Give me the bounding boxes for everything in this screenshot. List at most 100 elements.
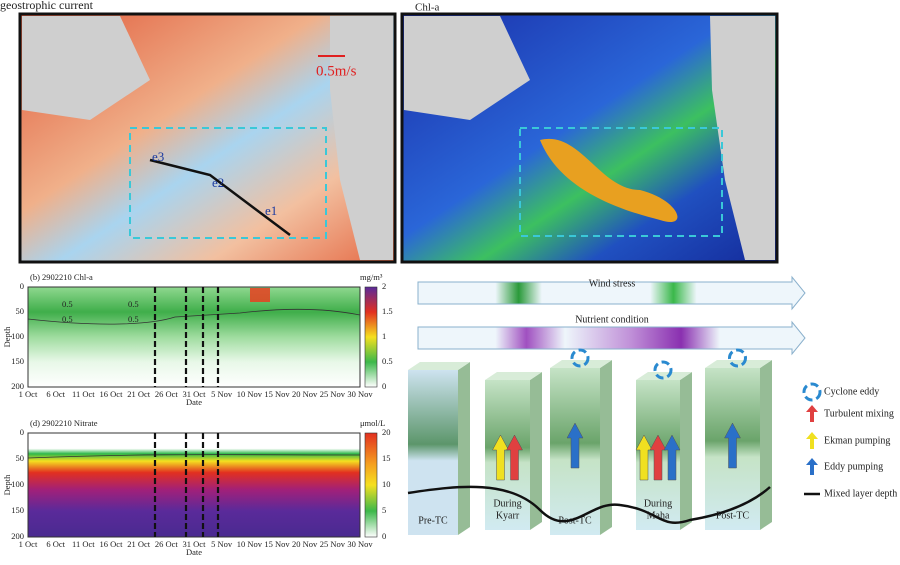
legend-label: Cyclone eddy: [824, 386, 879, 397]
colorbar-tick-label: 0: [382, 381, 386, 391]
x-axis-label: Date: [186, 547, 202, 557]
x-tick-label: 10 Nov: [237, 389, 263, 399]
legend-arrow: [806, 458, 818, 475]
x-tick-label: 25 Nov: [320, 389, 346, 399]
y-tick-label: 200: [11, 531, 24, 541]
column-side: [530, 372, 542, 530]
x-tick-label: 1 Oct: [19, 389, 38, 399]
process-arrow: [506, 434, 523, 481]
y-tick-label: 200: [11, 381, 24, 391]
legend-label: Mixed layer depth: [824, 488, 897, 499]
x-axis-label: Date: [186, 397, 202, 407]
column-top: [550, 360, 612, 368]
contour-label: 0.5: [128, 299, 139, 309]
map-title: geostrophic current: [0, 0, 94, 12]
process-arrow: [649, 434, 667, 481]
y-tick-label: 100: [11, 479, 24, 489]
x-tick-label: 25 Nov: [320, 539, 346, 549]
colorbar-tick-label: 0.5: [382, 356, 393, 366]
legend-label: Turbulent mixing: [824, 408, 894, 419]
column-label: Post-TC: [558, 515, 592, 526]
y-tick-label: 50: [16, 306, 25, 316]
x-tick-label: 1 Oct: [19, 539, 38, 549]
x-tick-label: 16 Oct: [100, 389, 124, 399]
column-top: [485, 372, 542, 380]
column-side: [680, 372, 692, 530]
schematic: [417, 275, 806, 356]
x-tick-label: 20 Nov: [292, 539, 318, 549]
x-tick-label: 31 Oct: [183, 539, 207, 549]
x-tick-label: 15 Nov: [264, 539, 290, 549]
colorbar-tick-label: 5: [382, 505, 386, 515]
x-tick-label: 20 Nov: [292, 389, 318, 399]
contour: [27, 454, 361, 459]
eddy-icon: [802, 382, 822, 402]
column: [408, 370, 458, 535]
scale-label: 0.5m/s: [316, 63, 357, 79]
column-label: During: [644, 498, 672, 509]
x-tick-label: 26 Oct: [155, 539, 179, 549]
x-tick-label: 6 Oct: [46, 539, 65, 549]
process-arrow: [566, 422, 584, 469]
x-tick-label: 16 Oct: [100, 539, 124, 549]
eddy-label: e2: [212, 175, 224, 190]
y-tick-label: 150: [11, 356, 24, 366]
x-tick-label: 21 Oct: [127, 389, 151, 399]
panel-title: (d) 2902210 Nitrate: [30, 418, 98, 428]
x-tick-label: 10 Nov: [237, 539, 263, 549]
eddy-label: e3: [152, 149, 164, 164]
colorbar-tick-label: 15: [382, 453, 391, 463]
column-label: Pre-TC: [418, 515, 448, 526]
x-tick-label: 15 Nov: [264, 389, 290, 399]
y-axis-label: Depth: [2, 326, 12, 348]
column-label: During: [493, 498, 521, 509]
colorbar-tick-label: 1.5: [382, 306, 393, 316]
x-tick-label: 5 Nov: [211, 389, 233, 399]
colorbar: [364, 286, 378, 388]
column-top: [636, 372, 692, 380]
y-tick-label: 100: [11, 331, 24, 341]
column: [485, 380, 530, 530]
colorbar-tick-label: 2: [382, 281, 386, 291]
colorbar-unit: mg/m³: [360, 272, 383, 282]
column-side: [760, 360, 772, 530]
x-tick-label: 31 Oct: [183, 389, 207, 399]
colorbar-tick-label: 20: [382, 427, 391, 437]
x-tick-label: 6 Oct: [46, 389, 65, 399]
colorbar-unit: μmol/L: [360, 418, 385, 428]
gradient-label: Nutrient condition: [575, 314, 649, 325]
map-chl: [400, 12, 779, 264]
x-tick-label: 21 Oct: [127, 539, 151, 549]
eddy-icon: [653, 360, 673, 380]
contour: [27, 308, 361, 325]
process-arrow: [663, 434, 681, 481]
column-side: [458, 362, 470, 535]
colorbar-tick-label: 10: [382, 479, 391, 489]
process-arrow: [492, 434, 509, 481]
column-top: [408, 362, 470, 370]
colorbar-tick-label: 0: [382, 531, 386, 541]
y-tick-label: 50: [16, 453, 25, 463]
profile-field: [27, 432, 361, 538]
y-tick-label: 0: [20, 281, 24, 291]
map-current: [18, 12, 397, 264]
column-label: Kyarr: [496, 510, 520, 521]
x-tick-label: 11 Oct: [72, 539, 95, 549]
x-tick-label: 26 Oct: [155, 389, 179, 399]
x-tick-label: 11 Oct: [72, 389, 95, 399]
eddy-label: e1: [265, 203, 277, 218]
eddy-icon: [728, 348, 747, 368]
contour-label: 0.5: [128, 314, 139, 324]
mixed-layer-line: [407, 485, 771, 525]
process-arrow: [724, 422, 741, 469]
x-tick-label: 30 Nov: [347, 389, 373, 399]
colorbar: [364, 432, 378, 538]
map-title: Chl-a: [415, 2, 440, 14]
contour-label: 0.5: [62, 299, 73, 309]
bloom: [250, 288, 270, 302]
colorbar-tick-label: 1: [382, 331, 386, 341]
contour-label: 0.5: [62, 314, 73, 324]
column-label: Post-TC: [716, 510, 750, 521]
legend-label: Eddy pumping: [824, 461, 883, 472]
